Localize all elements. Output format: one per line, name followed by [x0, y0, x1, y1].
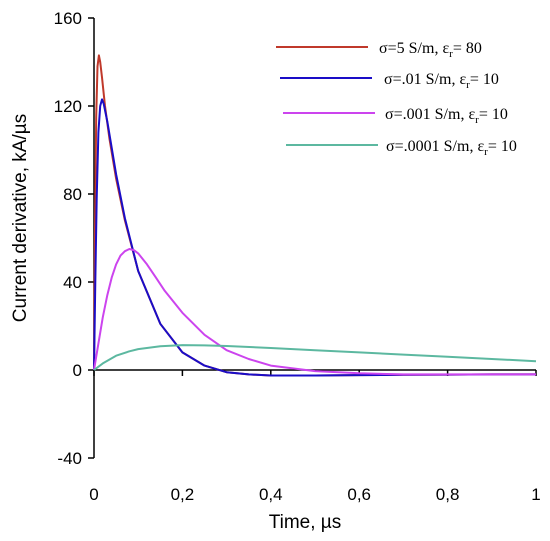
- x-tick-label: 0: [89, 485, 98, 504]
- legend-item: σ=.001 S/m, εr= 10: [283, 106, 508, 126]
- x-tick-label: 0,4: [259, 485, 283, 504]
- series-line-2: [93, 98, 536, 377]
- legend-label: σ=.01 S/m, εr= 10: [384, 71, 499, 91]
- y-tick-label: -40: [57, 449, 82, 468]
- series-line-1: [93, 54, 536, 377]
- legend-item: σ=5 S/m, εr= 80: [276, 40, 482, 60]
- legend-label: σ=.001 S/m, εr= 10: [385, 106, 508, 126]
- series-line-3: [93, 248, 536, 376]
- x-axis-label: Time, µs: [269, 512, 342, 533]
- legend-label: σ=.0001 S/m, εr= 10: [386, 138, 517, 158]
- chart-legend: σ=5 S/m, εr= 80 σ=.01 S/m, εr= 10 σ=.001 S…: [276, 40, 517, 158]
- y-tick-label: 160: [54, 9, 82, 28]
- y-tick-label: 120: [54, 97, 82, 116]
- x-tick-label: 0,8: [436, 485, 460, 504]
- y-axis-label: Current derivative, kA/µs: [10, 114, 31, 322]
- x-tick-label: 0,2: [171, 485, 195, 504]
- y-tick-label: 80: [63, 185, 82, 204]
- chart-series: [93, 54, 537, 377]
- x-tick-label: 0,6: [347, 485, 371, 504]
- chart-axes: -40 0 40 80 120 160 0 0,2 0,4 0,6 0,8 1: [54, 9, 541, 504]
- legend-label: σ=5 S/m, εr= 80: [379, 40, 482, 60]
- series-line-4: [93, 344, 537, 371]
- legend-item: σ=.0001 S/m, εr= 10: [286, 138, 517, 158]
- x-tick-label: 1: [531, 485, 540, 504]
- y-tick-label: 40: [63, 273, 82, 292]
- y-tick-label: 0: [73, 361, 82, 380]
- legend-item: σ=.01 S/m, εr= 10: [280, 71, 499, 91]
